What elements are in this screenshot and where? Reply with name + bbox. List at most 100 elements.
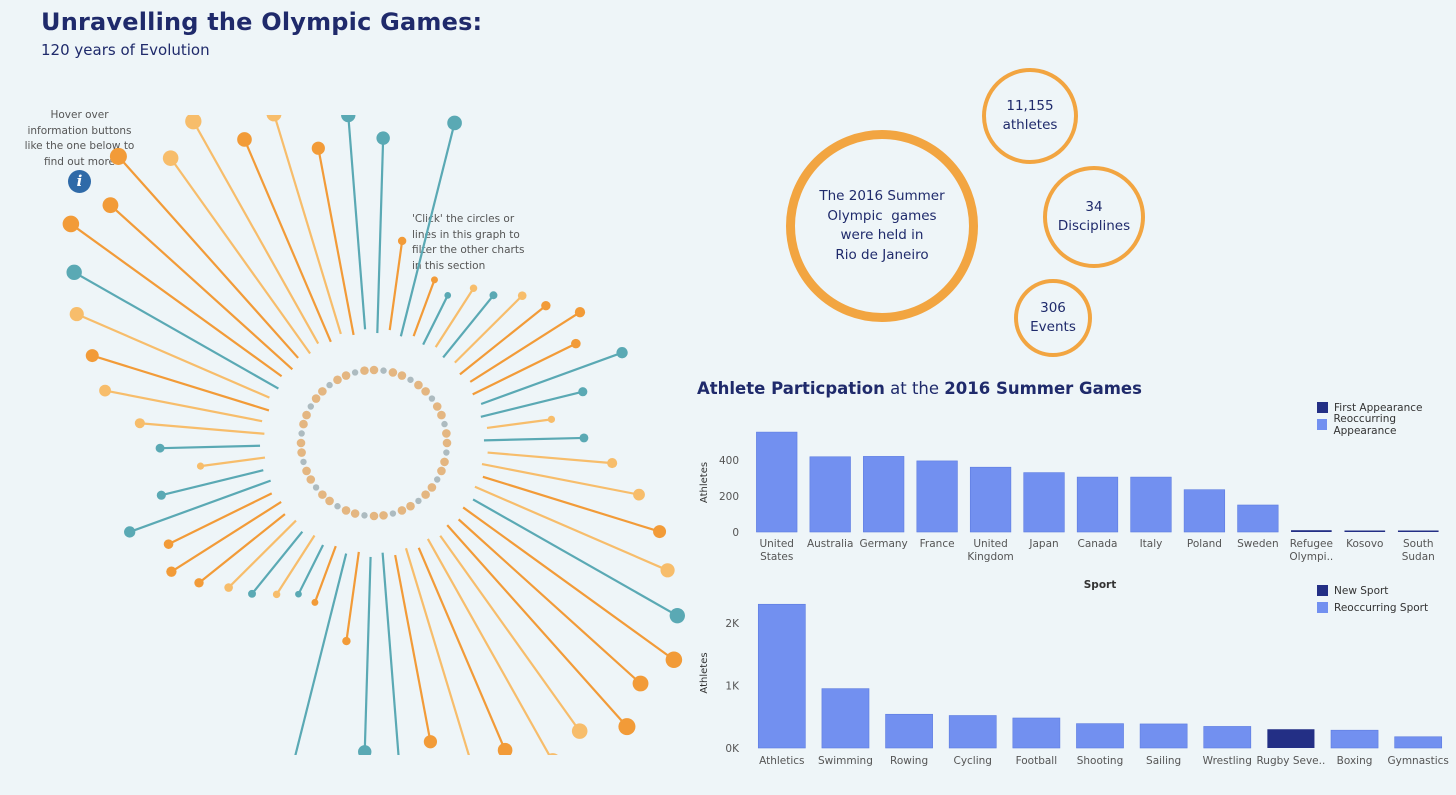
games-line[interactable]	[313, 545, 337, 603]
event-dot[interactable]	[437, 410, 446, 420]
bar[interactable]	[1023, 472, 1065, 533]
games-line[interactable]	[243, 139, 332, 343]
games-dot[interactable]	[266, 115, 282, 122]
bar[interactable]	[916, 460, 958, 533]
event-dot[interactable]	[307, 403, 314, 410]
games-dot[interactable]	[69, 307, 84, 322]
event-dot[interactable]	[306, 475, 316, 484]
games-dot[interactable]	[541, 300, 551, 311]
games-dot[interactable]	[311, 598, 319, 606]
games-line[interactable]	[227, 519, 297, 589]
event-dot[interactable]	[302, 410, 311, 420]
games-dot[interactable]	[423, 735, 438, 749]
event-dot[interactable]	[407, 376, 414, 383]
games-line[interactable]	[381, 552, 400, 755]
event-dot[interactable]	[351, 369, 359, 376]
games-dot[interactable]	[517, 291, 527, 300]
games-line[interactable]	[469, 311, 581, 383]
event-dot[interactable]	[297, 448, 306, 457]
bar[interactable]	[1203, 726, 1252, 749]
games-dot[interactable]	[295, 590, 302, 598]
games-line[interactable]	[109, 204, 294, 371]
event-dot[interactable]	[434, 476, 441, 483]
games-dot[interactable]	[237, 132, 252, 147]
bar[interactable]	[1183, 489, 1226, 533]
games-line[interactable]	[412, 279, 436, 337]
games-line[interactable]	[483, 436, 584, 442]
event-dot[interactable]	[325, 496, 334, 506]
games-line[interactable]	[426, 538, 553, 755]
games-dot[interactable]	[578, 387, 588, 397]
games-line[interactable]	[482, 475, 660, 533]
games-line[interactable]	[76, 313, 270, 399]
games-dot[interactable]	[166, 566, 177, 577]
games-line[interactable]	[480, 390, 584, 418]
games-dot[interactable]	[397, 236, 407, 246]
games-line[interactable]	[486, 418, 552, 430]
games-line[interactable]	[446, 524, 628, 728]
games-line[interactable]	[487, 451, 613, 465]
event-dot[interactable]	[300, 458, 307, 466]
games-line[interactable]	[73, 271, 279, 390]
games-dot[interactable]	[547, 415, 556, 423]
games-line[interactable]	[388, 240, 404, 331]
games-dot[interactable]	[109, 147, 127, 165]
games-dot[interactable]	[632, 675, 649, 692]
bar[interactable]	[1237, 504, 1279, 533]
games-line[interactable]	[297, 544, 325, 595]
event-dot[interactable]	[341, 506, 351, 515]
event-dot[interactable]	[443, 449, 450, 456]
event-dot[interactable]	[333, 375, 342, 385]
games-line[interactable]	[376, 138, 385, 334]
games-dot[interactable]	[579, 433, 589, 443]
event-dot[interactable]	[388, 368, 398, 377]
games-dot[interactable]	[66, 264, 82, 281]
games-dot[interactable]	[665, 651, 683, 669]
games-line[interactable]	[439, 535, 581, 732]
games-dot[interactable]	[311, 141, 325, 155]
event-dot[interactable]	[440, 457, 449, 467]
games-dot[interactable]	[155, 443, 165, 453]
event-dot[interactable]	[334, 503, 341, 510]
bar[interactable]	[1394, 736, 1443, 749]
event-dot[interactable]	[427, 483, 437, 492]
games-line[interactable]	[198, 513, 286, 584]
bar[interactable]	[1397, 530, 1439, 533]
games-dot[interactable]	[633, 488, 645, 501]
games-line[interactable]	[129, 479, 272, 533]
games-dot[interactable]	[156, 490, 166, 500]
games-line[interactable]	[170, 501, 282, 573]
games-line[interactable]	[273, 115, 342, 335]
games-dot[interactable]	[660, 563, 675, 578]
games-dot[interactable]	[571, 723, 588, 739]
event-dot[interactable]	[441, 420, 448, 428]
games-dot[interactable]	[124, 526, 136, 538]
games-dot[interactable]	[162, 150, 179, 166]
games-line[interactable]	[472, 342, 577, 396]
games-dot[interactable]	[469, 284, 478, 292]
legend-first-appearance[interactable]: First Appearance	[1317, 399, 1456, 416]
games-dot[interactable]	[185, 115, 202, 130]
bar[interactable]	[1139, 723, 1188, 749]
games-line[interactable]	[481, 462, 640, 496]
event-dot[interactable]	[442, 438, 452, 448]
event-dot[interactable]	[350, 509, 360, 518]
games-dot[interactable]	[85, 349, 99, 363]
games-dot[interactable]	[341, 115, 356, 123]
bar[interactable]	[1130, 476, 1172, 533]
games-line[interactable]	[104, 389, 263, 423]
bar[interactable]	[969, 466, 1012, 533]
bar[interactable]	[757, 603, 806, 749]
event-dot[interactable]	[298, 430, 305, 437]
games-dot[interactable]	[102, 197, 119, 214]
event-dot[interactable]	[432, 402, 442, 411]
event-dot[interactable]	[421, 490, 430, 499]
games-dot[interactable]	[497, 742, 513, 755]
event-dot[interactable]	[318, 490, 327, 499]
games-line[interactable]	[459, 304, 547, 376]
games-line[interactable]	[480, 351, 623, 406]
event-dot[interactable]	[311, 394, 321, 403]
radial-games-chart[interactable]	[0, 115, 700, 755]
legend-new-sport[interactable]: New Sport	[1317, 582, 1428, 599]
games-line[interactable]	[139, 422, 265, 435]
